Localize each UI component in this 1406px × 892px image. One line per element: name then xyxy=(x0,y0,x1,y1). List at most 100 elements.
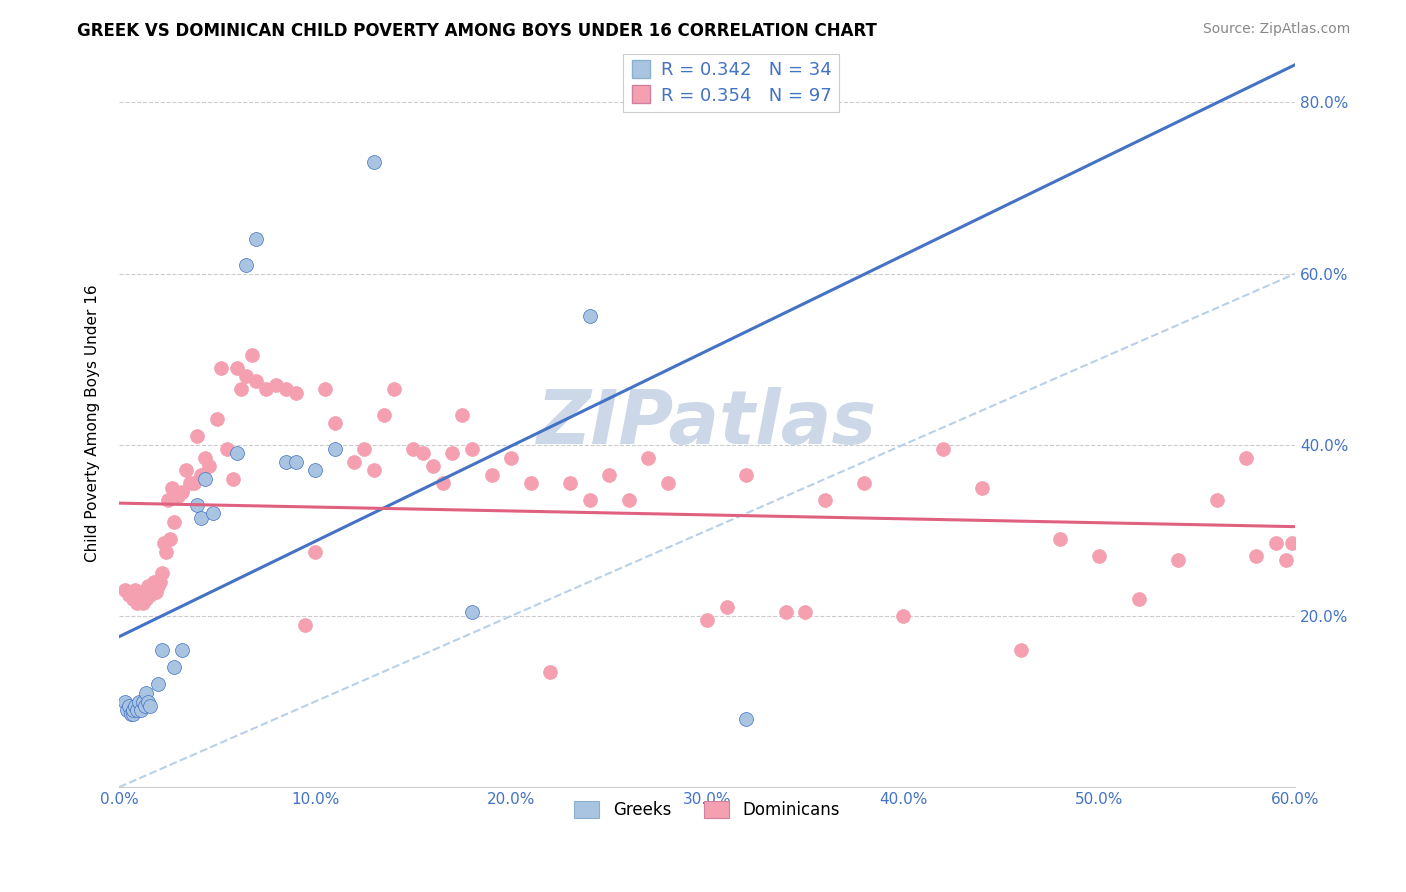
Point xyxy=(637,450,659,465)
Text: ZIPatlas: ZIPatlas xyxy=(537,387,877,460)
Point xyxy=(124,698,146,713)
Point xyxy=(617,493,640,508)
Point xyxy=(501,450,523,465)
Point xyxy=(129,703,152,717)
Legend: Greeks, Dominicans: Greeks, Dominicans xyxy=(568,795,846,826)
Point xyxy=(1206,493,1229,508)
Point xyxy=(432,476,454,491)
Point xyxy=(118,588,141,602)
Point xyxy=(190,510,212,524)
Point xyxy=(1274,553,1296,567)
Point xyxy=(1128,591,1150,606)
Point xyxy=(148,677,170,691)
Point xyxy=(891,609,914,624)
Point xyxy=(245,374,267,388)
Point xyxy=(114,695,136,709)
Point xyxy=(194,450,217,465)
Point xyxy=(134,698,156,713)
Point xyxy=(183,476,205,491)
Point xyxy=(124,583,146,598)
Point xyxy=(461,442,484,456)
Point xyxy=(215,442,238,456)
Point xyxy=(229,382,252,396)
Point xyxy=(558,476,581,491)
Point xyxy=(853,476,876,491)
Point xyxy=(128,591,150,606)
Point xyxy=(461,605,484,619)
Point xyxy=(170,643,193,657)
Point xyxy=(735,712,758,726)
Point xyxy=(323,442,346,456)
Point xyxy=(481,467,503,482)
Point xyxy=(125,703,148,717)
Point xyxy=(235,258,257,272)
Point xyxy=(131,695,153,709)
Point xyxy=(323,417,346,431)
Point xyxy=(128,695,150,709)
Point xyxy=(163,515,186,529)
Point xyxy=(382,382,405,396)
Point xyxy=(422,459,444,474)
Point xyxy=(157,493,180,508)
Point xyxy=(970,481,993,495)
Point xyxy=(814,493,837,508)
Point xyxy=(1264,536,1286,550)
Point xyxy=(135,591,157,606)
Point xyxy=(138,695,160,709)
Point xyxy=(1088,549,1111,563)
Point xyxy=(139,588,162,602)
Point xyxy=(225,360,247,375)
Point xyxy=(138,579,160,593)
Point xyxy=(174,463,197,477)
Point xyxy=(284,455,307,469)
Point xyxy=(222,472,245,486)
Point xyxy=(254,382,277,396)
Point xyxy=(1167,553,1189,567)
Text: Source: ZipAtlas.com: Source: ZipAtlas.com xyxy=(1202,22,1350,37)
Point xyxy=(538,665,561,679)
Point xyxy=(167,489,190,503)
Point xyxy=(150,643,173,657)
Point xyxy=(657,476,679,491)
Point xyxy=(304,463,326,477)
Point xyxy=(150,566,173,581)
Point xyxy=(121,591,143,606)
Point xyxy=(160,481,183,495)
Point xyxy=(412,446,434,460)
Point xyxy=(441,446,464,460)
Point xyxy=(121,707,143,722)
Point xyxy=(274,382,297,396)
Point xyxy=(578,493,600,508)
Point xyxy=(209,360,232,375)
Point xyxy=(1281,536,1303,550)
Point xyxy=(139,698,162,713)
Point xyxy=(716,600,738,615)
Point xyxy=(520,476,543,491)
Point xyxy=(194,472,217,486)
Point xyxy=(149,574,172,589)
Point xyxy=(578,310,600,324)
Point xyxy=(159,532,181,546)
Point xyxy=(155,545,177,559)
Point xyxy=(198,459,221,474)
Point xyxy=(115,703,138,717)
Point xyxy=(148,579,170,593)
Point xyxy=(1049,532,1071,546)
Point xyxy=(343,455,366,469)
Point xyxy=(186,498,208,512)
Point xyxy=(274,455,297,469)
Y-axis label: Child Poverty Among Boys Under 16: Child Poverty Among Boys Under 16 xyxy=(86,285,100,562)
Point xyxy=(114,583,136,598)
Point xyxy=(163,660,186,674)
Point xyxy=(304,545,326,559)
Point xyxy=(314,382,336,396)
Point xyxy=(134,588,156,602)
Point xyxy=(190,467,212,482)
Point xyxy=(284,386,307,401)
Point xyxy=(402,442,425,456)
Point xyxy=(1236,450,1258,465)
Point xyxy=(1010,643,1032,657)
Point xyxy=(143,574,166,589)
Point xyxy=(235,369,257,384)
Point xyxy=(202,506,225,520)
